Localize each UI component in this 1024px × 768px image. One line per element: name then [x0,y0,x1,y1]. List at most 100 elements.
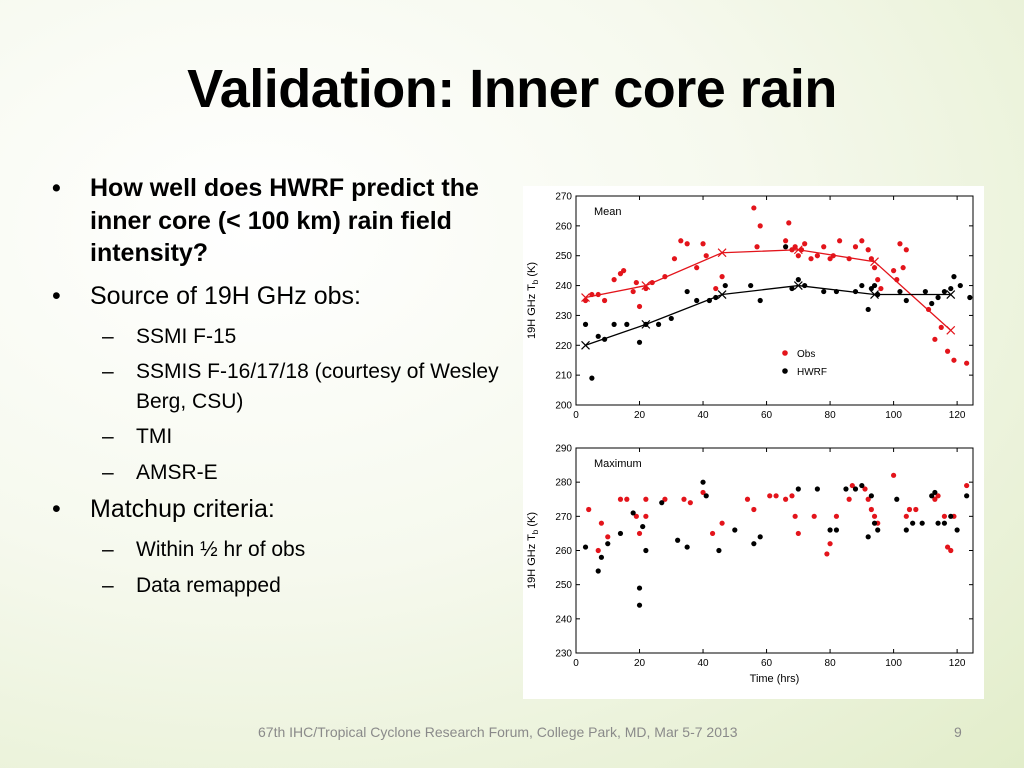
y-tick-label: 240 [555,281,572,292]
data-point-obs [709,530,716,537]
line-marker-obs [946,325,956,335]
data-point-obs [582,297,589,304]
x-tick-label: 20 [634,410,646,421]
data-point-obs [865,247,871,253]
data-point-hwrf [948,285,954,292]
data-point-hwrf [684,544,690,550]
data-point-obs [951,357,957,363]
data-point-hwrf [802,282,808,289]
data-point-obs [694,265,700,271]
data-point-obs [636,303,643,310]
legend-marker-obs [782,350,788,356]
legend-label-obs: Obs [797,349,815,360]
data-point-obs [595,547,601,554]
y-tick-label: 260 [555,221,572,232]
data-point-obs [598,520,605,526]
y-tick-label: 270 [555,192,572,203]
data-point-obs [783,238,789,244]
data-point-hwrf [897,288,903,295]
line-marker-hwrf [581,340,590,350]
data-point-obs [897,241,903,247]
data-point-hwrf [922,288,928,295]
series-line-hwrf [585,284,951,346]
data-point-hwrf [589,375,595,381]
y-tick-label: 230 [555,649,572,660]
x-tick-label: 0 [573,410,579,421]
data-point-obs [827,541,833,547]
data-point-obs [964,360,970,366]
data-point-obs [684,241,690,247]
data-point-hwrf [716,547,722,554]
data-point-obs [601,297,608,304]
data-point-obs [849,482,855,489]
data-point-hwrf [751,541,757,547]
data-point-hwrf [713,294,719,301]
data-point-hwrf [814,486,820,492]
data-point-obs [932,496,938,502]
data-point-hwrf [871,520,878,526]
data-point-obs [719,520,725,526]
data-point-obs [633,513,639,519]
data-point-hwrf [582,544,589,550]
line-marker-obs [641,281,651,290]
data-point-hwrf [795,486,801,492]
x-axis-label: Time (hrs) [750,673,800,685]
data-point-hwrf [903,527,909,533]
data-point-obs [662,274,668,280]
data-point-obs [671,256,678,262]
data-point-obs [624,496,630,502]
data-point-obs [903,513,909,519]
data-point-obs [944,544,951,550]
data-point-obs [713,285,719,292]
data-point-obs [795,253,801,259]
panel-label: Maximum [594,458,642,470]
data-point-obs [821,244,827,250]
x-tick-label: 100 [885,410,902,421]
x-tick-label: 120 [949,410,966,421]
data-point-obs [824,551,830,557]
data-point-obs [878,285,884,292]
data-point-hwrf [630,510,636,516]
sub-bullet-remapped: Data remapped [90,571,512,601]
plot-frame [575,195,974,406]
data-point-obs [636,530,643,537]
data-point-hwrf [640,523,646,530]
data-point-hwrf [859,282,865,289]
y-tick-label: 260 [555,546,572,557]
data-point-obs [792,244,798,250]
data-point-obs [932,336,938,342]
data-point-hwrf [611,321,617,327]
data-point-obs [700,241,706,247]
data-point-obs [868,506,874,513]
data-point-obs [798,247,805,253]
data-point-hwrf [910,520,916,526]
x-tick-label: 60 [761,410,773,421]
y-tick-label: 290 [555,444,572,455]
data-point-obs [903,247,909,253]
data-point-obs [846,496,852,502]
data-point-obs [830,253,836,259]
data-point-obs [773,493,779,499]
data-point-hwrf [935,520,941,526]
x-tick-label: 80 [825,410,837,421]
data-point-obs [754,244,760,250]
data-point-hwrf [827,527,833,533]
data-point-hwrf [757,534,763,540]
data-point-obs [786,220,792,226]
data-point-hwrf [951,274,957,280]
y-tick-label: 200 [555,401,572,412]
data-point-obs [935,493,941,499]
data-point-hwrf [605,541,611,547]
line-marker-hwrf [946,290,956,299]
data-point-hwrf [684,288,690,295]
bullet-question: How well does HWRF predict the inner cor… [52,172,512,270]
data-point-hwrf [655,321,662,327]
x-tick-label: 80 [825,658,837,669]
data-point-obs [783,496,789,502]
data-point-obs [795,530,801,537]
data-point-obs [846,256,852,262]
data-point-hwrf [865,306,871,313]
data-point-obs [649,279,655,286]
y-tick-label: 280 [555,478,572,489]
data-point-obs [595,291,601,298]
